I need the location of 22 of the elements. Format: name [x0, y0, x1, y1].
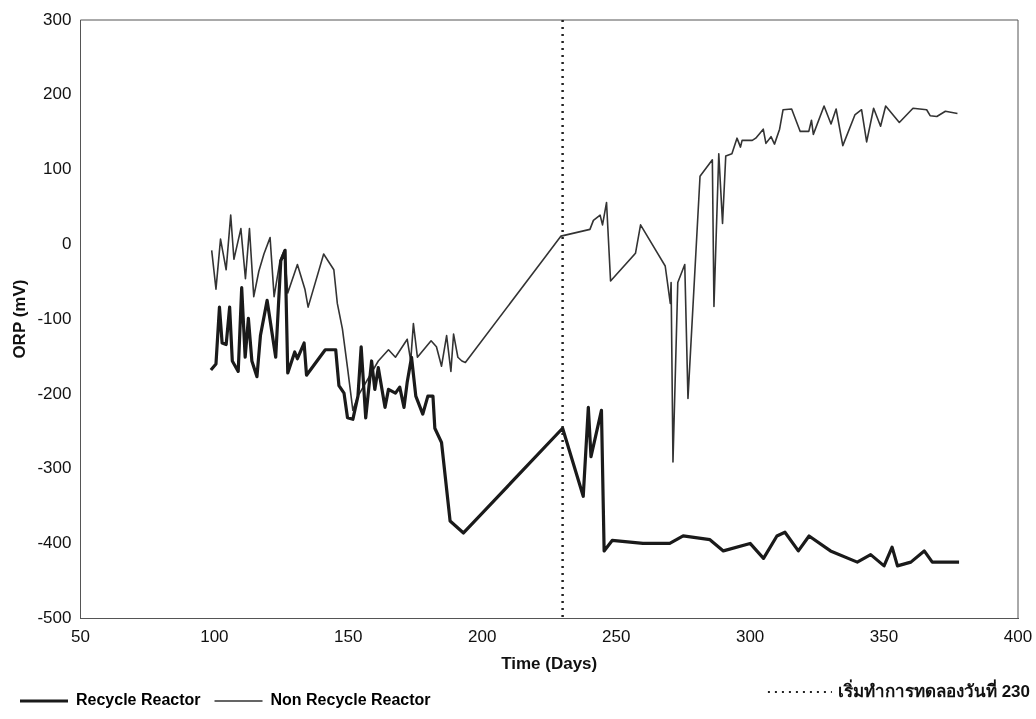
x-tick-label: 150: [334, 627, 363, 647]
y-tick-label: 200: [43, 84, 72, 104]
x-tick-label: 100: [200, 627, 229, 647]
y-tick-label: -100: [37, 308, 72, 328]
x-tick-label: 50: [70, 627, 90, 647]
x-tick-label: 400: [1003, 627, 1033, 647]
legend-label: Recycle Reactor: [76, 691, 201, 709]
y-tick-label: 0: [61, 234, 72, 254]
x-tick-label: 250: [601, 627, 631, 647]
y-axis-title: ORP (mV): [9, 279, 29, 359]
y-tick-label: -200: [37, 383, 72, 403]
x-tick-label: 200: [468, 627, 497, 647]
y-tick-label: -400: [37, 533, 72, 553]
x-tick-label: 350: [869, 627, 899, 647]
y-tick-label: 100: [43, 159, 72, 179]
y-tick-label: -300: [37, 458, 72, 478]
y-tick-label: -500: [37, 607, 72, 627]
x-axis-title: Time (Days): [501, 654, 598, 674]
x-tick-label: 300: [735, 627, 765, 647]
y-tick-label: 300: [43, 9, 72, 29]
legend-label: Non Recycle Reactor: [270, 691, 431, 709]
legend-label: เริ่มทำการทดลองวันที่ 230: [837, 678, 1030, 701]
